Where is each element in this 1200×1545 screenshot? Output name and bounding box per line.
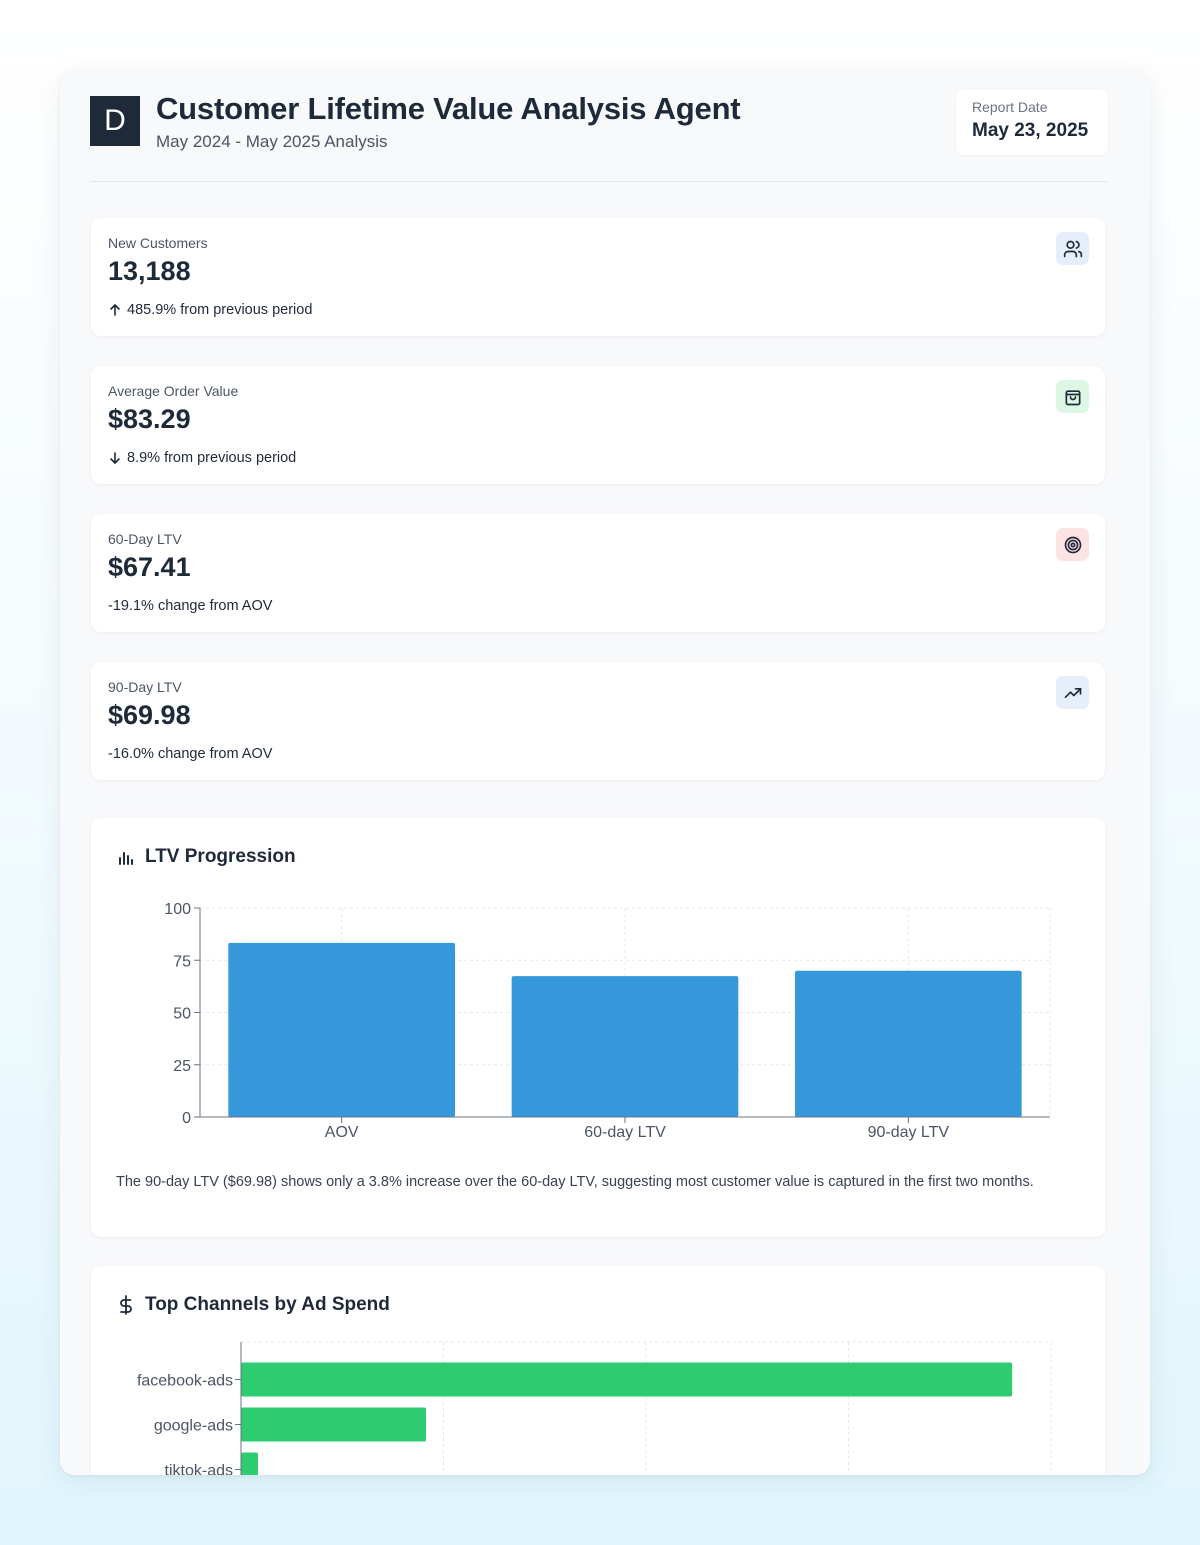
metric-change: -19.1% change from AOV [108, 598, 272, 614]
channel-bar [241, 1407, 427, 1442]
top-channels-card: Top Channels by Ad Spend facebook-ads goo… [91, 1266, 1105, 1475]
users-icon [1056, 232, 1089, 265]
metric-label: Average Order Value [108, 383, 239, 399]
metric-change: 8.9% from previous period [108, 450, 296, 466]
target-icon [1056, 528, 1089, 561]
ltv-bar-chart: 0 25 50 75 100 AOV 60-day LTV 90-day LTV [164, 901, 1051, 1141]
metric-card-90-day-ltv: 90-Day LTV $69.98 -16.0% change from AOV [91, 662, 1105, 780]
report-date-label: Report Date [972, 99, 1048, 115]
metric-card-new-customers: New Customers 13,188 485.9% from previou… [91, 218, 1105, 336]
trending-up-icon [1056, 676, 1089, 709]
ltv-bar [795, 970, 1022, 1117]
metric-change: 485.9% from previous period [108, 302, 312, 318]
ltv-progression-title-text: LTV Progression [145, 846, 296, 867]
bar-chart-icon [119, 852, 133, 865]
channel-label: facebook-ads [137, 1373, 233, 1390]
metric-card-60-day-ltv: 60-Day LTV $67.41 -19.1% change from AOV [91, 514, 1105, 632]
metric-value: $69.98 [108, 700, 191, 730]
report-date-box: Report Date May 23, 2025 [956, 90, 1108, 155]
y-tick-label: 50 [173, 1006, 191, 1023]
channels-bar-chart: facebook-ads google-ads tiktok-ads [137, 1341, 1052, 1476]
ltv-bar [511, 976, 739, 1117]
metric-value: 13,188 [108, 256, 191, 286]
shopping-bag-icon [1056, 380, 1089, 413]
page-subtitle: May 2024 - May 2025 Analysis [156, 132, 388, 151]
channel-bar [241, 1452, 258, 1475]
report-container: D Customer Lifetime Value Analysis Agent… [60, 70, 1150, 1475]
metric-change-text: -19.1% change from AOV [108, 598, 273, 614]
channel-label: google-ads [154, 1418, 233, 1435]
y-tick-label: 0 [182, 1110, 191, 1127]
arrow-down-icon [110, 452, 120, 464]
top-channels-title-text: Top Channels by Ad Spend [145, 1294, 390, 1315]
y-tick-label: 75 [173, 953, 191, 970]
app-logo: D [90, 96, 140, 146]
metric-value: $67.41 [108, 552, 191, 582]
y-tick-label: 25 [173, 1058, 191, 1075]
channel-bar [241, 1362, 1013, 1397]
x-tick-label: AOV [325, 1124, 359, 1141]
y-tick-label: 100 [164, 901, 191, 918]
ltv-insight-text: The 90-day LTV ($69.98) shows only a 3.8… [116, 1174, 1034, 1190]
metric-value: $83.29 [108, 404, 191, 434]
metric-card-average-order-value: Average Order Value $83.29 8.9% from pre… [91, 366, 1105, 484]
dollar-icon [120, 1295, 132, 1315]
arrow-up-icon [110, 304, 120, 316]
channel-label: tiktok-ads [165, 1463, 233, 1476]
x-tick-label: 90-day LTV [868, 1124, 950, 1141]
page-title: Customer Lifetime Value Analysis Agent [156, 91, 741, 126]
x-tick-label: 60-day LTV [584, 1124, 666, 1141]
ltv-progression-title: LTV Progression [117, 846, 296, 868]
ltv-bar [228, 942, 455, 1117]
metric-change-text: 8.9% from previous period [127, 450, 297, 466]
metric-label: New Customers [108, 235, 208, 251]
metric-label: 90-Day LTV [108, 679, 182, 695]
report-date-value: May 23, 2025 [972, 120, 1089, 141]
metric-change-text: -16.0% change from AOV [108, 746, 273, 762]
ltv-progression-card: LTV Progression 0 25 50 75 100 AOV 60-day LTV 9… [91, 818, 1105, 1237]
metric-change-text: 485.9% from previous period [127, 302, 313, 318]
metric-label: 60-Day LTV [108, 531, 182, 547]
header: D Customer Lifetime Value Analysis Agent… [90, 90, 1108, 182]
metric-change: -16.0% change from AOV [108, 746, 272, 762]
top-channels-title: Top Channels by Ad Spend [117, 1294, 390, 1316]
